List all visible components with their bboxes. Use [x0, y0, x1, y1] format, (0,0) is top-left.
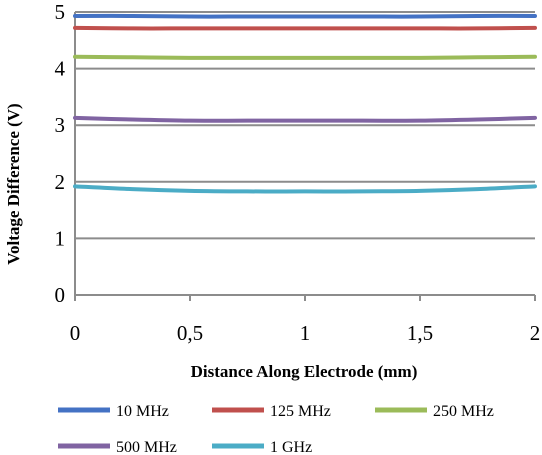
- series-line-250-mhz: [73, 54, 537, 60]
- x-tick-label-3: 1,5: [407, 321, 433, 345]
- legend-label-125-mhz: 125 MHz: [270, 403, 331, 420]
- y-tick-labels: 0 1 2 3 4 5: [55, 0, 66, 307]
- series: [73, 13, 537, 194]
- y-tick-label-2: 2: [55, 170, 66, 194]
- series-line-125-mhz: [73, 25, 537, 31]
- legend-item-1-ghz: 1 GHz: [212, 439, 312, 455]
- x-tick-label-2: 1: [300, 321, 311, 345]
- legend-item-125-mhz: 125 MHz: [212, 403, 331, 420]
- series-line-500-mhz: [73, 115, 537, 123]
- legend-label-1-ghz: 1 GHz: [270, 439, 312, 455]
- legend: 10 MHz 125 MHz 250 MHz 500 MHz 1 GHz: [58, 403, 494, 455]
- axes: [74, 12, 536, 301]
- y-tick-label-0: 0: [55, 283, 66, 307]
- legend-item-250-mhz: 250 MHz: [375, 403, 494, 420]
- series-line-10-mhz: [73, 13, 537, 19]
- legend-label-500-mhz: 500 MHz: [116, 439, 177, 455]
- y-axis-title: Voltage Difference (V): [4, 103, 23, 264]
- x-tick-label-0: 0: [70, 321, 81, 345]
- x-tick-labels: 0 0,5 1 1,5 2: [70, 321, 541, 345]
- legend-item-500-mhz: 500 MHz: [58, 439, 177, 455]
- x-tick-label-4: 2: [530, 321, 541, 345]
- x-tick-label-1: 0,5: [177, 321, 203, 345]
- x-axis-title: Distance Along Electrode (mm): [191, 362, 418, 381]
- y-tick-label-5: 5: [55, 0, 66, 24]
- y-tick-label-3: 3: [55, 113, 66, 137]
- y-tick-label-1: 1: [55, 226, 66, 250]
- legend-item-10-mhz: 10 MHz: [58, 403, 169, 420]
- grid: [75, 11, 535, 240]
- legend-label-10-mhz: 10 MHz: [116, 403, 169, 420]
- series-line-1-ghz: [73, 184, 537, 194]
- y-tick-label-4: 4: [55, 57, 66, 81]
- legend-label-250-mhz: 250 MHz: [433, 403, 494, 420]
